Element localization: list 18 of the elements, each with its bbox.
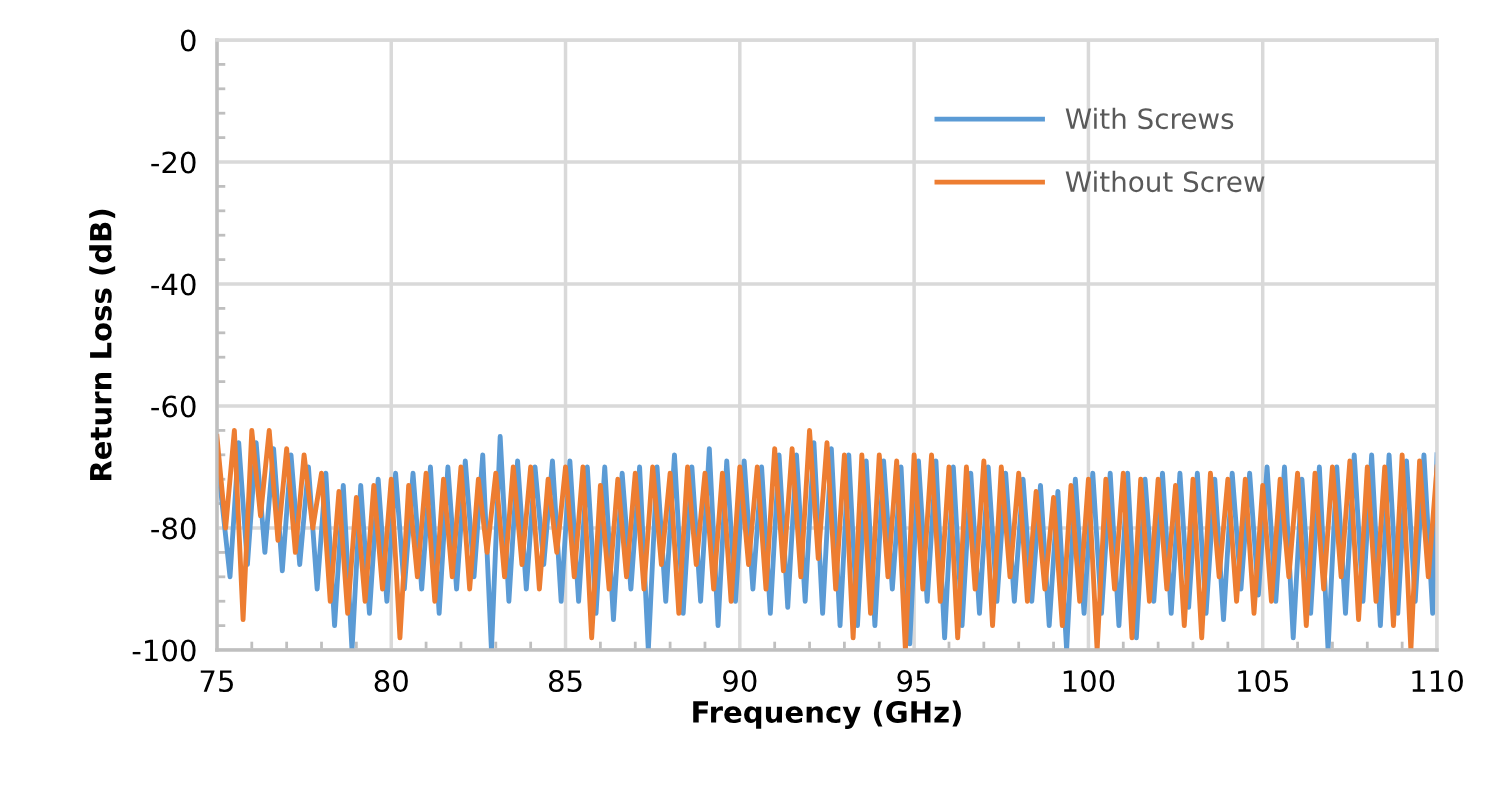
x-tick-label: 95 (897, 670, 931, 693)
y-tick-label: -80 (151, 517, 196, 540)
x-tick-label: 105 (1238, 670, 1288, 693)
x-tick-label: 110 (1412, 670, 1463, 693)
y-tick-label: -100 (132, 639, 196, 662)
x-tick-label: 85 (548, 670, 582, 693)
x-tick-label: 90 (723, 670, 757, 693)
y-axis-title: Return Loss (dB) (89, 209, 116, 481)
y-tick-label: -40 (151, 273, 196, 296)
y-tick-label: -60 (151, 395, 196, 418)
y-tick-label: 0 (180, 29, 196, 52)
x-tick-label: 100 (1063, 670, 1115, 693)
x-axis-title: Frequency (GHz) (693, 700, 961, 729)
y-tick-label: -20 (151, 151, 196, 174)
x-tick-label: 80 (374, 670, 408, 693)
x-tick-label: 75 (200, 670, 233, 693)
legend-label: Without Screw (1065, 170, 1265, 193)
legend-label: With Screws (1065, 107, 1234, 130)
